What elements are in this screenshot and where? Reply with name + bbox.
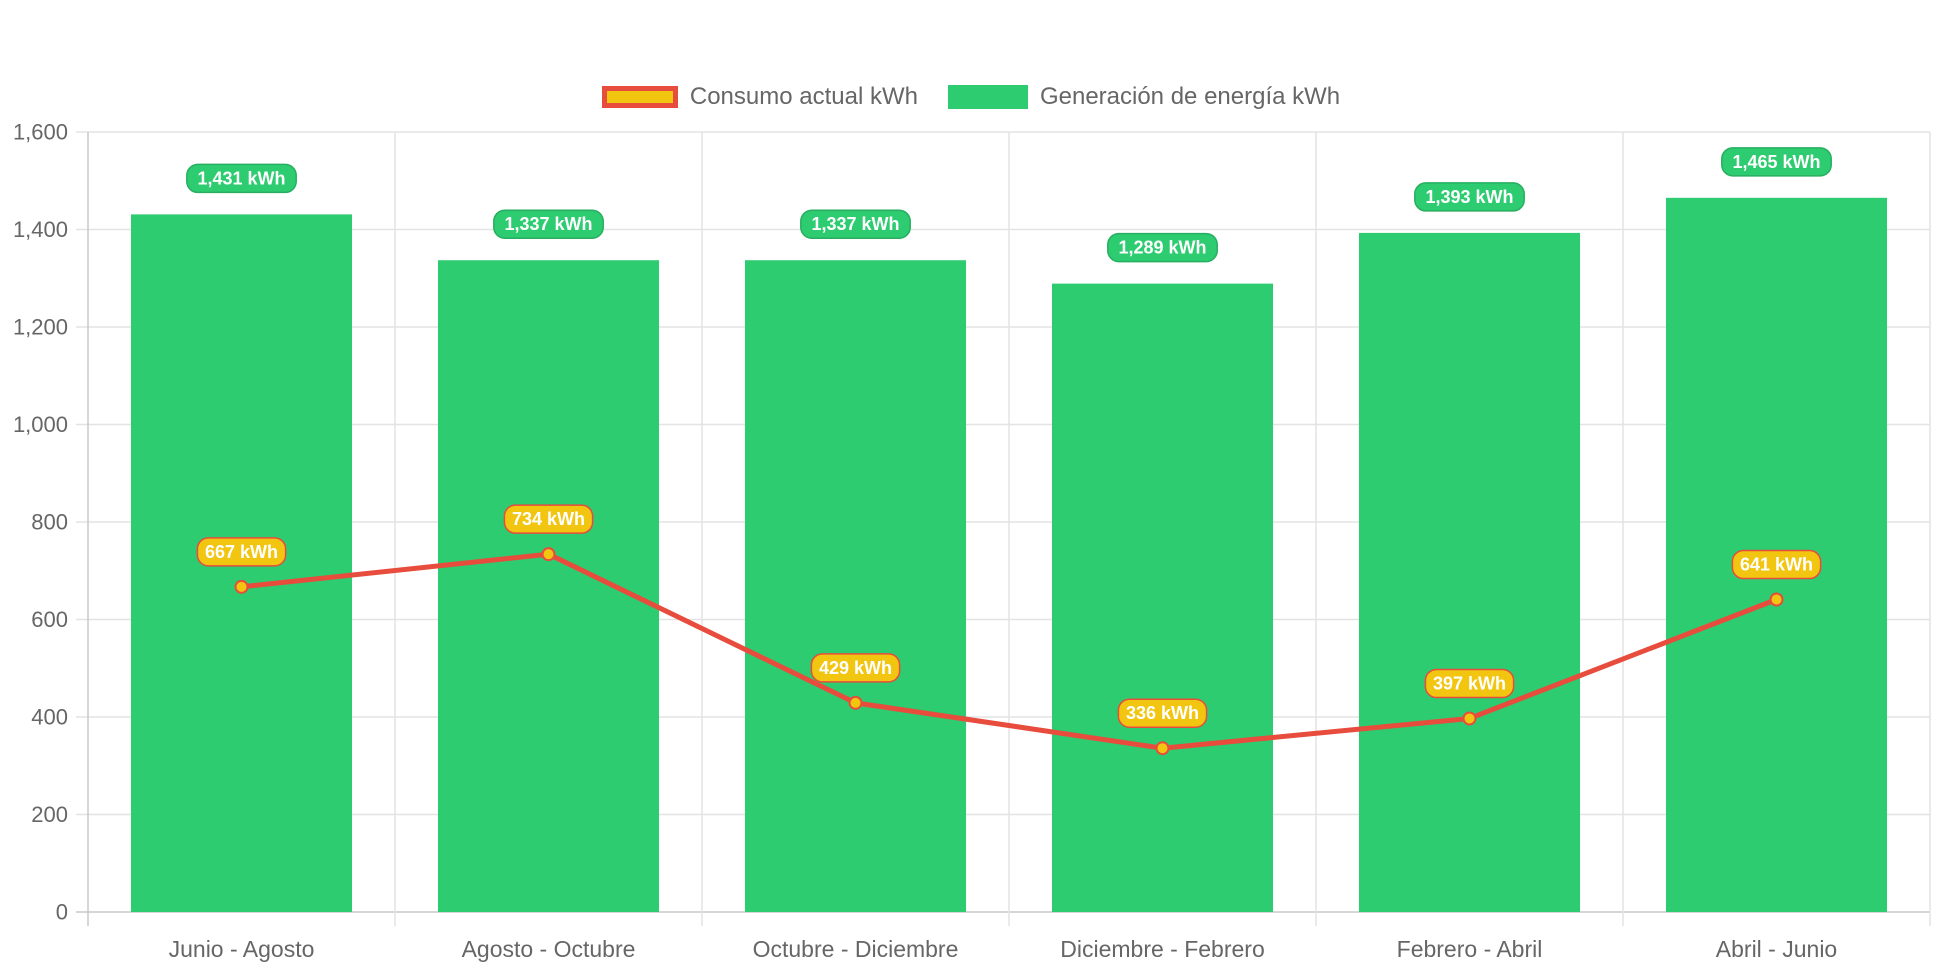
line-data-label: 429 kWh bbox=[819, 658, 892, 678]
legend-label-consumo: Consumo actual kWh bbox=[689, 83, 918, 110]
line-data-label-bg bbox=[1117, 698, 1208, 728]
bar-generacion bbox=[437, 260, 660, 912]
line-point-consumo bbox=[541, 547, 556, 562]
bar-data-label-bg bbox=[1414, 182, 1525, 212]
bar-data-label: 1,337 kWh bbox=[811, 214, 899, 234]
y-tick-label: 1,400 bbox=[13, 217, 68, 242]
bar-data-label: 1,289 kWh bbox=[1118, 238, 1206, 258]
y-tick-label: 1,000 bbox=[13, 412, 68, 437]
bar-data-label-bg bbox=[800, 209, 911, 239]
legend-item-consumo[interactable]: Consumo actual kWh bbox=[601, 83, 918, 111]
bar-data-label-bg bbox=[1107, 232, 1218, 263]
line-point-consumo bbox=[1769, 592, 1784, 607]
line-point-consumo bbox=[848, 695, 863, 710]
line-point-consumo bbox=[1462, 711, 1477, 726]
x-tick-label: Junio - Agosto bbox=[169, 936, 315, 962]
line-point-consumo bbox=[234, 579, 249, 594]
y-tick-label: 1,200 bbox=[13, 315, 68, 340]
y-tick-label: 1,600 bbox=[13, 120, 68, 145]
bar-generacion bbox=[1358, 232, 1581, 913]
line-data-label-bg bbox=[1731, 549, 1822, 580]
bar-data-label: 1,337 kWh bbox=[504, 214, 592, 234]
bar-data-label-bg bbox=[186, 163, 297, 194]
y-tick-label: 0 bbox=[56, 900, 68, 925]
line-data-label-bg bbox=[196, 537, 287, 567]
bar-data-label-bg bbox=[1721, 147, 1832, 177]
line-data-label-bg bbox=[503, 504, 594, 534]
x-tick-label: Diciembre - Febrero bbox=[1060, 936, 1265, 962]
line-data-label: 734 kWh bbox=[512, 509, 585, 529]
bar-generacion bbox=[744, 260, 967, 912]
bar-data-label-bg bbox=[493, 209, 604, 239]
line-data-label: 667 kWh bbox=[205, 542, 278, 562]
line-data-label: 641 kWh bbox=[1740, 555, 1813, 575]
x-tick-label: Febrero - Abril bbox=[1397, 936, 1543, 962]
chart-legend: Consumo actual kWh Generación de energía… bbox=[0, 83, 1942, 111]
x-tick-label: Agosto - Octubre bbox=[462, 936, 636, 962]
y-tick-label: 400 bbox=[31, 705, 68, 730]
y-tick-label: 200 bbox=[31, 802, 68, 827]
legend-swatch-consumo bbox=[601, 86, 678, 108]
legend-label-generacion: Generación de energía kWh bbox=[1039, 83, 1341, 110]
bar-generacion bbox=[1051, 283, 1274, 912]
legend-item-generacion[interactable]: Generación de energía kWh bbox=[947, 83, 1341, 111]
line-consumo bbox=[241, 551, 1778, 751]
line-point-consumo bbox=[1155, 741, 1170, 756]
y-tick-label: 600 bbox=[31, 607, 68, 632]
legend-swatch-generacion bbox=[947, 85, 1028, 109]
x-tick-label: Abril - Junio bbox=[1716, 936, 1837, 962]
line-data-label: 397 kWh bbox=[1433, 673, 1506, 693]
line-data-label: 336 kWh bbox=[1126, 703, 1199, 723]
line-data-label-bg bbox=[810, 653, 901, 683]
bar-data-label: 1,465 kWh bbox=[1732, 152, 1820, 172]
y-tick-label: 800 bbox=[31, 510, 68, 535]
x-tick-label: Octubre - Diciembre bbox=[753, 936, 959, 962]
bar-data-label: 1,431 kWh bbox=[197, 168, 285, 188]
bar-data-label: 1,393 kWh bbox=[1425, 187, 1513, 207]
line-data-label-bg bbox=[1424, 668, 1515, 699]
